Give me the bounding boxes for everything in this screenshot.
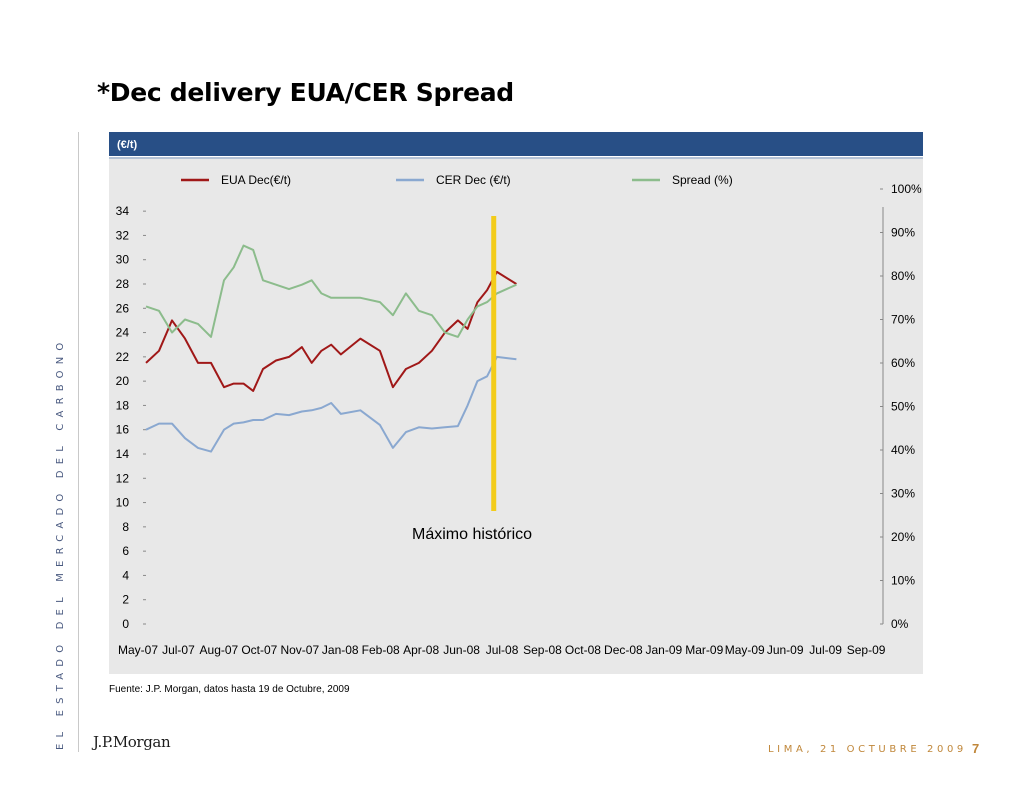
x-tick-label: Jan-09 [645, 643, 682, 657]
chart-unit-label: (€/t) [117, 139, 138, 151]
x-tick-label: Aug-07 [200, 643, 239, 657]
chart-header-underline [109, 157, 923, 159]
x-tick-label: Apr-08 [403, 643, 439, 657]
chart-svg: 02468101214161820222426283032340%10%20%3… [116, 173, 922, 657]
y-left-tick-label: 34 [116, 204, 130, 218]
y-left-tick-label: 16 [116, 423, 130, 437]
x-tick-label: Oct-08 [565, 643, 601, 657]
y-left-tick-label: 6 [122, 544, 129, 558]
side-caption: EL ESTADO DEL MERCADO DEL CARBONO [55, 336, 66, 750]
plot-background [109, 159, 923, 674]
y-right-tick-label: 50% [891, 400, 915, 414]
source-note: Fuente: J.P. Morgan, datos hasta 19 de O… [109, 684, 350, 695]
slide-title: *Dec delivery EUA/CER Spread [97, 78, 514, 107]
y-left-tick-label: 26 [116, 301, 130, 315]
y-right-tick-label: 10% [891, 574, 915, 588]
y-left-tick-label: 12 [116, 471, 130, 485]
legend-label: CER Dec (€/t) [436, 173, 511, 187]
y-right-tick-label: 0% [891, 617, 909, 631]
footer-location-date: LIMA, 21 OCTUBRE 2009 [768, 744, 967, 755]
x-tick-label: Mar-09 [685, 643, 723, 657]
y-left-tick-label: 18 [116, 398, 130, 412]
y-right-tick-label: 80% [891, 269, 915, 283]
legend-label: Spread (%) [672, 173, 733, 187]
x-tick-label: Jul-07 [162, 643, 195, 657]
chart-header-bar: (€/t) [109, 132, 923, 156]
y-left-tick-label: 0 [122, 617, 129, 631]
x-tick-label: Oct-07 [241, 643, 277, 657]
x-tick-label: Sep-09 [847, 643, 886, 657]
divider-line [78, 132, 79, 752]
x-tick-label: Jan-08 [322, 643, 359, 657]
x-tick-label: Dec-08 [604, 643, 643, 657]
x-tick-label: Jul-09 [809, 643, 842, 657]
series-line-spread [145, 244, 517, 338]
y-right-tick-label: 70% [891, 313, 915, 327]
x-tick-label: May-07 [118, 643, 158, 657]
series-line-eua-dec-t [145, 270, 517, 392]
y-left-tick-label: 4 [122, 568, 129, 582]
x-tick-label: Jun-09 [767, 643, 804, 657]
y-right-tick-label: 60% [891, 356, 915, 370]
y-left-tick-label: 10 [116, 496, 130, 510]
page-number: 7 [972, 741, 980, 756]
max-marker-bar [491, 216, 497, 511]
jpmorgan-logo: J.P.Morgan [93, 733, 171, 751]
y-left-tick-label: 8 [122, 520, 129, 534]
x-tick-label: Sep-08 [523, 643, 562, 657]
x-tick-label: Jul-08 [486, 643, 519, 657]
y-left-tick-label: 32 [116, 228, 130, 242]
legend-label: EUA Dec(€/t) [221, 173, 291, 187]
y-left-tick-label: 30 [116, 253, 130, 267]
x-tick-label: Jun-08 [443, 643, 480, 657]
y-left-tick-label: 20 [116, 374, 130, 388]
y-right-tick-label: 40% [891, 443, 915, 457]
series-line-cer-dec-t [145, 355, 517, 453]
y-right-tick-label: 30% [891, 487, 915, 501]
y-left-tick-label: 22 [116, 350, 130, 364]
y-left-tick-label: 2 [122, 593, 129, 607]
x-tick-label: Nov-07 [280, 643, 319, 657]
y-right-tick-label: 20% [891, 530, 915, 544]
annotation-label: Máximo histórico [412, 526, 533, 543]
y-left-tick-label: 14 [116, 447, 130, 461]
x-tick-label: Feb-08 [362, 643, 400, 657]
y-left-tick-label: 24 [116, 326, 130, 340]
y-left-tick-label: 28 [116, 277, 130, 291]
y-right-tick-label: 90% [891, 226, 915, 240]
y-right-tick-label: 100% [891, 182, 922, 196]
x-tick-label: May-09 [725, 643, 765, 657]
